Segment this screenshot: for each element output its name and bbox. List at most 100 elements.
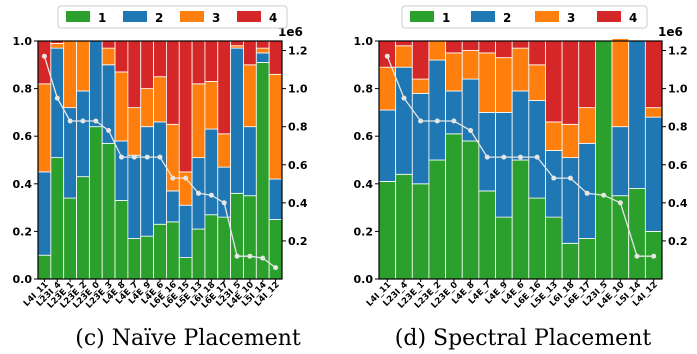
bar-4-L6E_15 <box>178 40 193 173</box>
size-point-L23E_3 <box>106 128 112 133</box>
bar-2-L4E_6 <box>511 90 530 161</box>
bar-2-L4I_12 <box>644 116 663 232</box>
size-point-L4E_6 <box>157 154 163 160</box>
legend-swatch-4 <box>597 11 621 22</box>
bar-3-L4I_11 <box>37 83 52 173</box>
size-point-L4E_9 <box>144 154 150 160</box>
ytick-label: 0.8 <box>13 83 33 96</box>
bar-4-L4E_9 <box>140 40 154 89</box>
size-point-L23E_2 <box>80 118 86 124</box>
size-point-L6E_16 <box>534 154 540 160</box>
bar-4-L4E_6 <box>511 40 530 49</box>
bar-3-L6E_16 <box>528 64 546 101</box>
bar-4-L4E_6 <box>153 40 167 78</box>
bar-1-L23E_2 <box>428 159 446 280</box>
bar-1-L23E_2 <box>76 176 90 280</box>
legend-swatch-4 <box>237 11 261 22</box>
bar-3-L23E_1 <box>63 40 77 109</box>
panel-naive: 0.00.20.40.60.81.00.20.40.60.81.01.21e6L… <box>13 5 308 351</box>
bar-4-L6E_17 <box>217 40 232 135</box>
bar-2-L5I_14 <box>628 40 646 189</box>
legend: 1 2 3 4 <box>401 5 648 29</box>
bar-2-L6E_16 <box>528 100 546 199</box>
legend-label-1: 1 <box>98 11 106 25</box>
bar-3-L4E_10 <box>243 64 257 128</box>
panel-caption: (c) Naïve Placement <box>75 326 301 351</box>
bar-1-L6E_16 <box>166 221 180 280</box>
size-point-L6E_16 <box>170 175 176 181</box>
bar-3-L5E_13 <box>191 83 206 159</box>
bar-2-L6I_18 <box>561 157 580 244</box>
size-point-L4E_6 <box>518 154 523 160</box>
bar-1-L4E_7 <box>478 190 496 280</box>
ytick-label: 0.4 <box>354 178 374 191</box>
size-point-L23I_5 <box>601 192 607 198</box>
bar-1-L23E_0 <box>445 133 463 280</box>
bar-3-L23E_0 <box>445 52 463 92</box>
size-point-L5E_13 <box>196 190 201 196</box>
bar-4-L5E_13 <box>191 40 206 85</box>
size-point-L23I_5 <box>234 253 240 259</box>
y2tick-label: 0.8 <box>668 121 688 134</box>
bar-2-L5E_13 <box>545 150 563 218</box>
bar-3-L4E_7 <box>127 107 142 156</box>
bar-2-L23E_2 <box>428 59 446 161</box>
bar-1-L6E_16 <box>528 197 546 280</box>
bar-1-L4E_6 <box>511 159 530 280</box>
size-point-L4I_11 <box>41 53 47 59</box>
legend: 1 2 3 4 <box>57 5 288 29</box>
bar-1-L23I_4 <box>395 173 413 280</box>
bar-4-L4I_12 <box>644 40 663 109</box>
bar-3-L4I_12 <box>644 107 663 118</box>
size-point-L4E_8 <box>468 128 474 133</box>
bar-1-L4E_8 <box>114 200 129 280</box>
size-point-L5E_13 <box>551 175 557 181</box>
bar-1-L23I_4 <box>50 157 65 280</box>
bar-2-L4E_9 <box>140 126 154 237</box>
ytick-label: 1.0 <box>13 35 33 48</box>
ytick-label: 0.8 <box>354 83 374 96</box>
bar-1-L4E_8 <box>461 140 480 280</box>
bar-3-L23I_4 <box>50 42 65 49</box>
bar-3-L5I_14 <box>255 47 270 54</box>
bar-4-L6E_16 <box>528 40 546 66</box>
bar-4-L6I_18 <box>204 40 219 82</box>
size-point-L4I_12 <box>273 265 279 271</box>
legend-swatch-2 <box>123 11 147 22</box>
y2tick-label: 1.0 <box>668 83 688 96</box>
legend-box <box>401 5 648 29</box>
bar-3-L4E_9 <box>495 57 513 113</box>
bar-4-L4I_11 <box>37 40 52 85</box>
bar-1-L5I_14 <box>255 62 270 280</box>
size-point-L23I_4 <box>401 95 407 101</box>
bar-1-L6E_17 <box>578 238 596 280</box>
size-point-L4E_7 <box>131 154 137 160</box>
bar-1-L23E_0 <box>88 126 103 280</box>
bar-3-L6I_18 <box>204 81 219 130</box>
bar-2-L4E_10 <box>243 126 257 197</box>
bar-3-L4E_6 <box>511 47 530 92</box>
bar-4-L4E_10 <box>243 40 257 66</box>
bar-3-L4E_7 <box>478 52 496 113</box>
bar-3-L6E_16 <box>166 123 180 192</box>
bar-2-L4E_9 <box>495 112 513 218</box>
bar-3-L4E_9 <box>140 88 154 128</box>
ytick-label: 0.4 <box>13 178 33 191</box>
bar-4-L5I_14 <box>255 40 270 49</box>
size-point-L6E_15 <box>183 175 189 181</box>
legend-label-2: 2 <box>155 11 163 25</box>
bar-4-L6I_18 <box>561 40 580 125</box>
bar-2-L6E_17 <box>217 166 232 218</box>
bar-1-L23E_1 <box>63 197 77 280</box>
bar-4-L6E_16 <box>166 40 180 125</box>
bar-3-L23E_2 <box>428 40 446 61</box>
y2tick-label: 0.6 <box>288 159 308 172</box>
bar-3-L4I_12 <box>268 73 283 180</box>
y2tick-label: 0.4 <box>288 197 308 210</box>
ytick-label: 1.0 <box>354 35 374 48</box>
bar-1-L6I_18 <box>561 242 580 280</box>
size-point-L23E_0 <box>93 118 99 124</box>
bar-2-L4E_7 <box>478 112 496 192</box>
ytick-label: 0.6 <box>354 130 374 143</box>
